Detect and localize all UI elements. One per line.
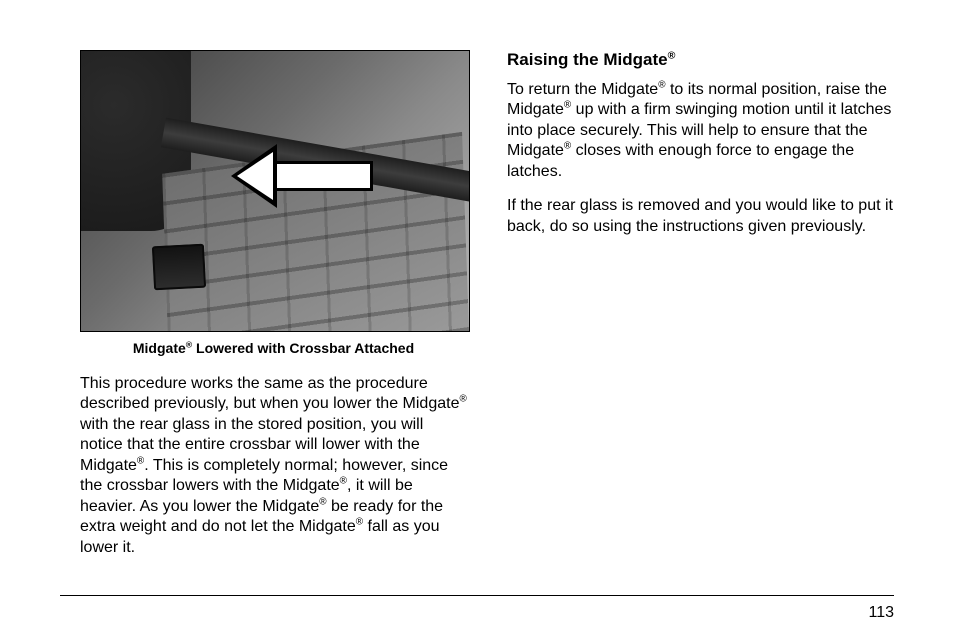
page-number: 113: [868, 604, 894, 622]
section-heading: Raising the Midgate®: [507, 50, 894, 70]
registered-mark-icon: ®: [668, 49, 676, 61]
registered-mark-icon: ®: [356, 517, 363, 528]
registered-mark-icon: ®: [319, 496, 326, 507]
left-paragraph: This procedure works the same as the pro…: [80, 374, 467, 558]
left-body-text: This procedure works the same as the pro…: [80, 374, 467, 558]
caption-prefix: Midgate: [133, 340, 186, 356]
figure-latch: [152, 244, 206, 291]
right-body-text: To return the Midgate® to its normal pos…: [507, 80, 894, 237]
arrow-head: [231, 144, 277, 208]
figure-midgate-lowered: [80, 50, 470, 332]
heading-text: Raising the Midgate: [507, 50, 668, 69]
registered-mark-icon: ®: [340, 476, 347, 487]
right-column: Raising the Midgate® To return the Midga…: [507, 50, 894, 572]
footer-rule: [60, 595, 894, 596]
right-paragraph-1: To return the Midgate® to its normal pos…: [507, 80, 894, 182]
figure-caption: Midgate® Lowered with Crossbar Attached: [80, 340, 467, 356]
registered-mark-icon: ®: [658, 80, 665, 91]
caption-suffix: Lowered with Crossbar Attached: [192, 340, 414, 356]
left-column: Midgate® Lowered with Crossbar Attached …: [80, 50, 467, 572]
arrow-shaft: [277, 161, 373, 191]
two-column-layout: Midgate® Lowered with Crossbar Attached …: [80, 50, 894, 572]
right-paragraph-2: If the rear glass is removed and you wou…: [507, 196, 894, 237]
page: Midgate® Lowered with Crossbar Attached …: [0, 0, 954, 636]
left-arrow-icon: [231, 147, 381, 205]
registered-mark-icon: ®: [459, 394, 466, 405]
lp-t1: This procedure works the same as the pro…: [80, 375, 459, 412]
rp1a: To return the Midgate: [507, 81, 658, 98]
